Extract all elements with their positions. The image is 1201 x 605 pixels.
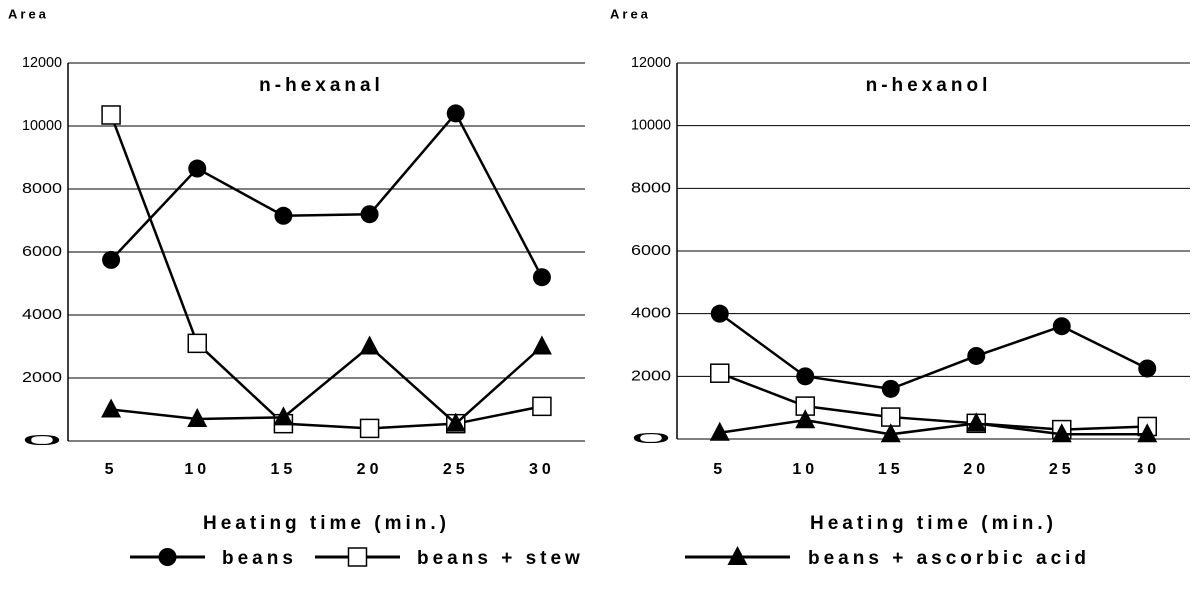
chart-title: n-hexanol: [866, 75, 992, 96]
y-tick-label: 2000: [22, 369, 62, 386]
y-tick-label: 8000: [22, 180, 62, 197]
marker-square: [101, 105, 121, 125]
marker-triangle: [1137, 423, 1158, 443]
marker-triangle: [101, 398, 122, 418]
y-tick-label: 4000: [631, 305, 671, 322]
y-axis-label: Area: [8, 6, 49, 21]
y-tick-label: 2000: [631, 367, 671, 384]
marker-circle: [188, 159, 207, 178]
series-line: [110, 111, 544, 278]
marker-circle: [360, 205, 379, 224]
series-line: [109, 114, 543, 430]
x-tick-label: 20: [963, 461, 989, 478]
x-tick-label: 25: [443, 461, 469, 478]
y-tick-label: 0: [631, 430, 671, 447]
marker-square: [347, 547, 368, 567]
marker-triangle: [445, 412, 466, 432]
series-line: [110, 344, 543, 426]
marker-triangle: [359, 335, 380, 355]
series-line: [719, 418, 1148, 436]
x-tick-label: 30: [529, 461, 555, 478]
marker-circle: [710, 304, 729, 323]
marker-square: [710, 363, 730, 383]
marker-circle: [532, 268, 551, 287]
x-tick-label: 15: [878, 461, 904, 478]
series-line: [719, 312, 1148, 391]
marker-circle: [446, 104, 465, 123]
marker-circle: [881, 379, 900, 398]
marker-triangle: [880, 423, 901, 443]
legend-label: beans + stew: [417, 548, 584, 569]
y-tick-label: 12000: [22, 54, 62, 71]
marker-circle: [1138, 359, 1157, 378]
y-tick-label: 0: [22, 432, 62, 449]
marker-triangle: [795, 409, 816, 429]
marker-circle: [158, 548, 177, 566]
x-axis-label: Heating time (min.): [203, 513, 450, 534]
marker-circle: [102, 250, 121, 269]
chart-title: n-hexanal: [259, 75, 384, 96]
marker-square: [359, 418, 380, 439]
marker-square: [532, 396, 552, 417]
marker-square: [187, 333, 207, 354]
y-tick-label: 6000: [22, 243, 62, 260]
y-tick-label: 6000: [631, 242, 671, 259]
legend-label: beans: [222, 548, 297, 569]
marker-triangle: [273, 406, 294, 426]
x-axis-label: Heating time (min.): [810, 513, 1057, 534]
marker-circle: [1052, 317, 1071, 336]
y-tick-label: 8000: [631, 179, 671, 196]
x-tick-label: 10: [792, 461, 818, 478]
marker-triangle: [1051, 423, 1072, 443]
y-tick-label: 12000: [631, 54, 671, 71]
marker-circle: [274, 206, 293, 225]
marker-triangle: [187, 407, 208, 427]
y-tick-label: 10000: [22, 117, 62, 134]
y-tick-label: 4000: [22, 306, 62, 323]
x-tick-label: 5: [713, 461, 726, 478]
marker-triangle: [709, 421, 730, 441]
marker-circle: [796, 367, 815, 386]
marker-triangle: [966, 412, 987, 432]
y-axis-label: Area: [610, 6, 651, 21]
marker-circle: [967, 346, 986, 365]
x-tick-label: 30: [1134, 461, 1160, 478]
x-tick-label: 20: [357, 461, 383, 478]
x-tick-label: 25: [1049, 461, 1075, 478]
x-tick-label: 10: [184, 461, 210, 478]
marker-triangle: [727, 546, 748, 565]
x-tick-label: 15: [271, 461, 297, 478]
series-line: [719, 372, 1148, 431]
marker-triangle: [531, 335, 552, 355]
y-tick-label: 10000: [631, 117, 671, 134]
legend-label: beans + ascorbic acid: [808, 548, 1090, 569]
x-tick-label: 5: [105, 461, 118, 478]
